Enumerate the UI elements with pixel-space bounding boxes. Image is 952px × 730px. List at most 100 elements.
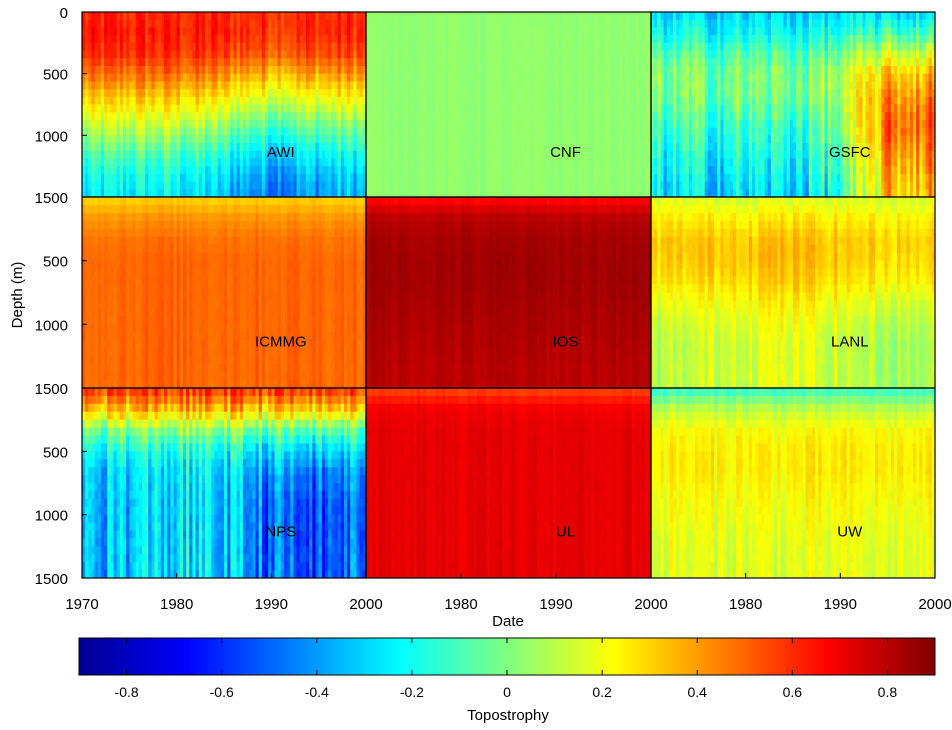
heatmap-cell — [104, 35, 108, 44]
heatmap-cell — [290, 135, 295, 144]
heatmap-cell — [438, 12, 443, 21]
heatmap-cell — [362, 96, 367, 106]
heatmap-cell — [331, 181, 336, 190]
heatmap-cell — [464, 112, 468, 121]
heatmap-cell — [413, 58, 418, 67]
heatmap-cell — [334, 42, 339, 52]
heatmap-cell — [438, 119, 443, 129]
heatmap-cell — [451, 189, 456, 198]
heatmap-cell — [426, 42, 430, 52]
heatmap-cell — [293, 166, 298, 175]
heatmap-cell — [110, 58, 115, 67]
heatmap-cell — [375, 104, 380, 113]
heatmap-cell — [195, 96, 200, 106]
heatmap-cell — [296, 166, 301, 175]
heatmap-cell — [416, 166, 421, 175]
heatmap-cell — [454, 150, 459, 160]
heatmap-cell — [432, 119, 437, 129]
heatmap-cell — [167, 158, 171, 167]
heatmap-cell — [492, 81, 497, 90]
heatmap-cell — [448, 112, 453, 121]
heatmap-cell — [265, 35, 269, 44]
heatmap-cell — [186, 96, 190, 106]
heatmap-cell — [160, 181, 165, 190]
heatmap-cell — [312, 35, 317, 44]
heatmap-cell — [265, 104, 269, 113]
heatmap-cell — [233, 96, 238, 106]
heatmap-cell — [255, 96, 260, 106]
heatmap-cell — [502, 65, 506, 75]
heatmap-cell — [353, 65, 358, 75]
heatmap-cell — [492, 173, 497, 183]
heatmap-cell — [132, 58, 137, 67]
heatmap-cell — [214, 12, 219, 21]
heatmap-cell — [249, 12, 253, 21]
heatmap-cell — [372, 58, 377, 67]
heatmap-cell — [179, 158, 184, 167]
heatmap-cell — [524, 73, 529, 82]
heatmap-cell — [518, 35, 522, 44]
heatmap-cell — [518, 119, 522, 129]
heatmap-cell — [445, 166, 449, 175]
heatmap-cell — [438, 65, 443, 75]
heatmap-cell — [454, 181, 459, 190]
heatmap-cell — [280, 81, 285, 90]
heatmap-cell — [227, 104, 231, 113]
heatmap-cell — [350, 135, 354, 144]
heatmap-cell — [461, 89, 465, 98]
heatmap-cell — [442, 166, 446, 175]
heatmap-cell — [366, 150, 370, 160]
heatmap-cell — [527, 50, 532, 59]
heatmap-cell — [239, 65, 244, 75]
heatmap-cell — [296, 127, 301, 136]
heatmap-cell — [287, 65, 291, 75]
heatmap-cell — [467, 181, 472, 190]
heatmap-cell — [445, 150, 449, 160]
heatmap-cell — [167, 127, 171, 136]
heatmap-cell — [119, 96, 124, 106]
heatmap-cell — [242, 166, 247, 175]
heatmap-cell — [388, 81, 392, 90]
heatmap-cell — [505, 12, 510, 21]
heatmap-cell — [306, 96, 310, 106]
heatmap-cell — [306, 112, 310, 121]
heatmap-cell — [394, 50, 399, 59]
heatmap-cell — [293, 135, 298, 144]
heatmap-cell — [527, 112, 532, 121]
heatmap-cell — [233, 189, 238, 198]
heatmap-cell — [495, 104, 500, 113]
heatmap-cell — [378, 150, 383, 160]
heatmap-cell — [397, 104, 402, 113]
heatmap-cell — [208, 150, 212, 160]
heatmap-cell — [309, 58, 313, 67]
heatmap-cell — [151, 50, 156, 59]
heatmap-cell — [343, 181, 348, 190]
heatmap-cell — [258, 127, 263, 136]
heatmap-cell — [287, 96, 291, 106]
heatmap-cell — [277, 42, 282, 52]
heatmap-cell — [489, 104, 494, 113]
heatmap-cell — [407, 150, 411, 160]
heatmap-cell — [350, 19, 354, 29]
heatmap-cell — [347, 35, 351, 44]
heatmap-cell — [283, 42, 288, 52]
heatmap-cell — [318, 35, 323, 44]
heatmap-cell — [391, 166, 396, 175]
heatmap-cell — [141, 65, 146, 75]
heatmap-cell — [372, 19, 377, 29]
heatmap-cell — [521, 104, 525, 113]
heatmap-cell — [451, 35, 456, 44]
heatmap-cell — [521, 158, 525, 167]
heatmap-cell — [224, 150, 228, 160]
heatmap-cell — [353, 104, 358, 113]
heatmap-cell — [129, 89, 134, 98]
heatmap-cell — [454, 135, 459, 144]
heatmap-cell — [366, 58, 370, 67]
heatmap-cell — [214, 81, 219, 90]
heatmap-cell — [224, 19, 228, 29]
heatmap-cell — [527, 166, 532, 175]
heatmap-cell — [189, 143, 194, 152]
heatmap-cell — [274, 181, 279, 190]
heatmap-cell — [287, 27, 291, 36]
heatmap-cell — [170, 65, 175, 75]
